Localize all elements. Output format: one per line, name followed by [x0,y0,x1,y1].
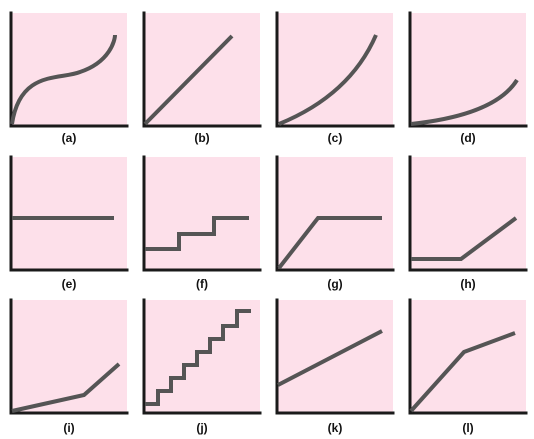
panel-j-background [144,300,260,413]
panel-d: (d) [408,11,528,145]
panel-l: (l) [408,298,528,435]
panel-g-background [277,157,393,270]
panel-i-axes [9,298,129,415]
panel-i-curve [11,362,121,413]
panel-c-label: (c) [328,131,343,145]
panel-f-curve [145,216,249,251]
panel-k: (k) [275,298,395,435]
panel-k-label: (k) [328,421,343,435]
panel-i-background [11,300,127,413]
panel-e-background [11,157,127,270]
panel-k-curve [277,329,383,387]
panel-b: (b) [142,11,262,145]
panel-c-axes [275,11,395,128]
panel-j-curve [145,309,251,406]
panel-e-axes [9,155,129,272]
panel-a-curve [10,34,117,125]
panel-h-curve [411,216,518,261]
panel-g-axes [275,155,395,272]
panel-a-label: (a) [62,131,77,145]
panel-d-background [410,13,526,126]
panel-f-axes [142,155,262,272]
panel-e: (e) [9,155,129,291]
panel-j-axes [142,298,262,415]
panel-h-label: (h) [460,277,475,291]
panel-f-label: (f) [196,277,208,291]
panel-f: (f) [142,155,262,291]
panel-a: (a) [9,11,129,145]
panel-c: (c) [275,11,395,145]
panel-d-label: (d) [460,131,475,145]
panel-l-axes [408,298,528,415]
panel-i-label: (i) [63,421,74,435]
panel-c-curve [278,34,378,126]
panel-g-label: (g) [327,277,342,291]
panel-h-axes [408,155,528,272]
panel-k-axes [275,298,395,415]
panel-l-label: (l) [462,421,473,435]
panel-a-axes [9,11,129,128]
panel-i: (i) [9,298,129,435]
panel-g: (g) [275,155,395,291]
panel-c-background [277,13,393,126]
panel-d-curve [410,78,519,126]
panel-b-curve [143,34,234,126]
panel-e-label: (e) [62,277,77,291]
panel-f-background [144,157,260,270]
panel-a-background [11,13,127,126]
panel-l-curve [409,331,516,413]
panel-j: (j) [142,298,262,435]
panel-b-label: (b) [194,131,209,145]
panel-h-background [410,157,526,270]
panel-h: (h) [408,155,528,291]
panel-j-label: (j) [196,421,207,435]
panel-g-curve [277,216,382,270]
panel-b-axes [142,11,262,128]
panel-l-background [410,300,526,413]
panel-d-axes [408,11,528,128]
